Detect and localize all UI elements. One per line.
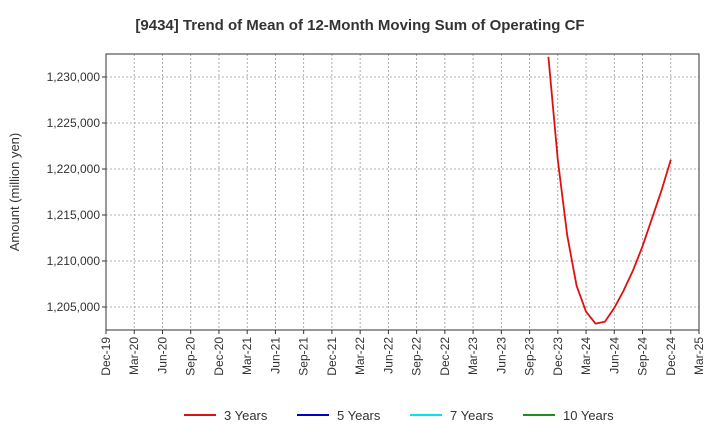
x-tick-label: Mar-24 [579, 337, 593, 375]
series-layer [547, 56, 672, 325]
x-tick-label: Mar-21 [240, 337, 254, 375]
x-tick-label: Jun-20 [155, 337, 169, 374]
legend: 3 Years 5 Years 7 Years 10 Years [184, 408, 614, 423]
x-tick-label: Sep-23 [523, 337, 537, 376]
y-tick-label: 1,210,000 [47, 254, 101, 268]
y-tick-label: 1,230,000 [47, 70, 101, 84]
y-tick-label: 1,225,000 [47, 116, 101, 130]
x-tick-label: Dec-21 [325, 337, 339, 376]
y-tick-label: 1,220,000 [47, 162, 101, 176]
x-tick-label: Jun-21 [268, 337, 282, 374]
x-tick-label: Dec-19 [99, 337, 113, 376]
x-tick-label: Dec-23 [551, 337, 565, 376]
y-axis-ticks: 1,205,000 1,210,000 1,215,000 1,220,000 1,22… [47, 70, 106, 314]
y-tick-label: 1,205,000 [47, 300, 101, 314]
x-tick-label: Mar-25 [692, 337, 706, 375]
x-tick-label: Dec-24 [664, 337, 678, 376]
legend-label: 3 Years [224, 408, 268, 423]
x-axis-ticks: Dec-19 Mar-20 Jun-20 Sep-20 Dec-20 Mar-21 Jun-… [99, 330, 706, 376]
series-line [547, 56, 672, 325]
x-tick-label: Sep-21 [297, 337, 311, 376]
y-axis-label: Amount (million yen) [7, 133, 22, 252]
x-tick-label: Dec-22 [438, 337, 452, 376]
plot-area [106, 54, 699, 330]
x-tick-label: Dec-20 [212, 337, 226, 376]
x-tick-label: Jun-24 [607, 337, 621, 374]
legend-label: 5 Years [337, 408, 381, 423]
x-tick-label: Mar-22 [353, 337, 367, 375]
y-tick-label: 1,215,000 [47, 208, 101, 222]
x-tick-label: Sep-24 [636, 337, 650, 376]
legend-label: 10 Years [563, 408, 614, 423]
chart-title: [9434] Trend of Mean of 12-Month Moving … [135, 17, 584, 34]
x-tick-label: Sep-20 [184, 337, 198, 376]
plot-frame [105, 53, 700, 331]
x-tick-label: Mar-23 [466, 337, 480, 375]
x-tick-label: Sep-22 [410, 337, 424, 376]
x-tick-label: Jun-22 [381, 337, 395, 374]
x-tick-label: Mar-20 [127, 337, 141, 375]
x-tick-label: Jun-23 [494, 337, 508, 374]
legend-label: 7 Years [450, 408, 494, 423]
grid [106, 54, 699, 330]
